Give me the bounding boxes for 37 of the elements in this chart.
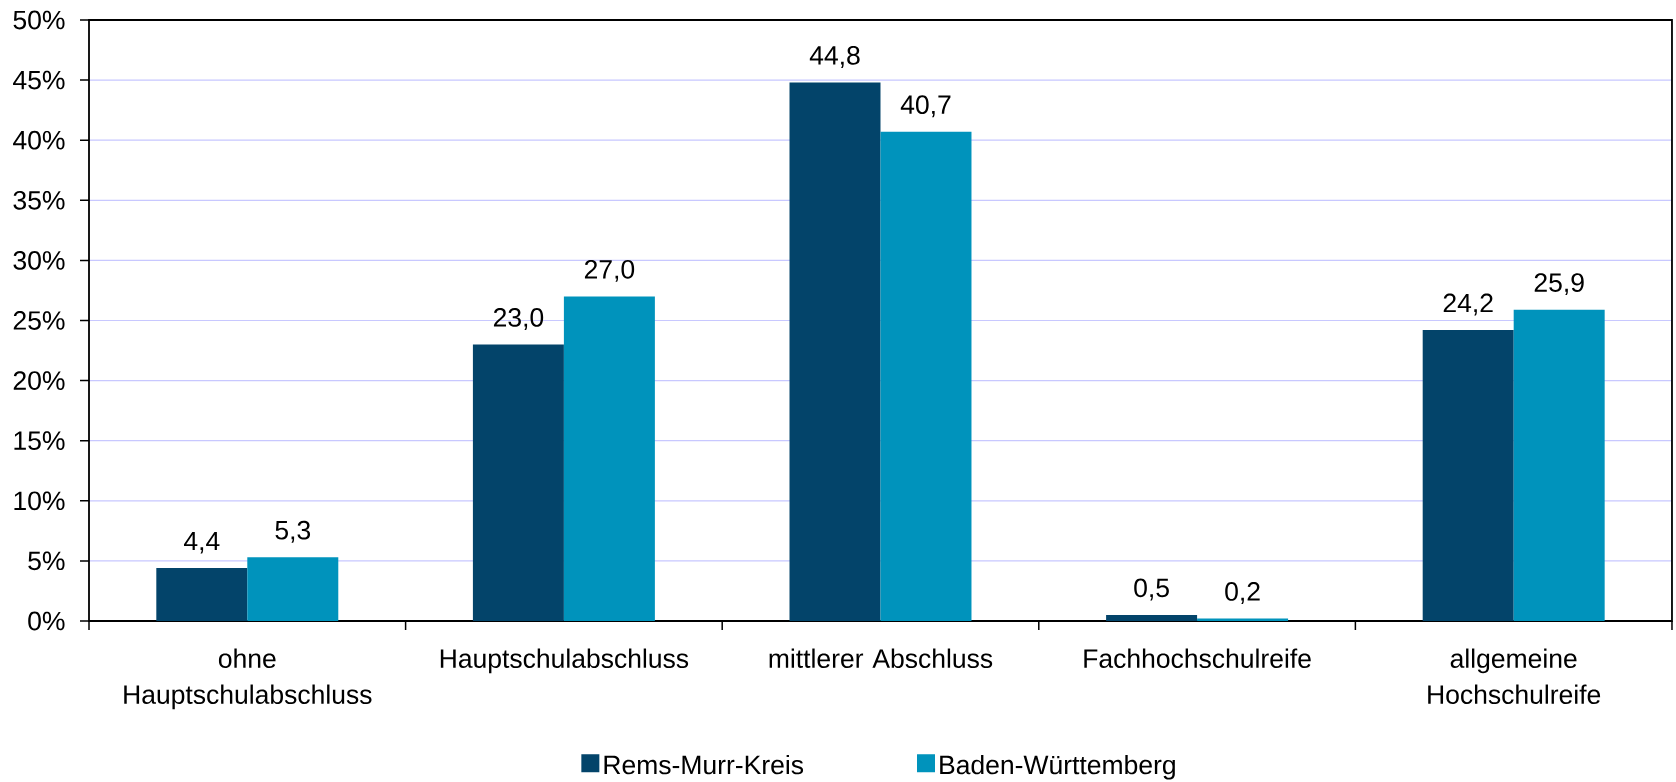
data-label: 44,8 (809, 46, 860, 68)
y-tick-label: 45% (13, 70, 65, 90)
legend-label: Baden-Württemberg (940, 754, 1175, 780)
data-label: 23,0 (493, 308, 544, 330)
data-label: 0,5 (1134, 578, 1169, 601)
y-tick-label: 30% (13, 251, 65, 270)
y-tick-label: 25% (13, 311, 65, 330)
bar (1513, 309, 1605, 621)
y-tick-label: 15% (14, 431, 65, 451)
x-tick-label: ohne Hauptschulabschluss (124, 648, 372, 710)
bar (1106, 614, 1198, 621)
x-tick-label: Hauptschulabschluss (440, 648, 689, 674)
data-label: 40,7 (900, 95, 951, 118)
bar (156, 568, 248, 621)
y-tick-label: 0% (28, 611, 65, 631)
data-label: 0,2 (1225, 582, 1260, 604)
y-tick-label: 10% (14, 491, 65, 511)
bar (563, 296, 655, 621)
x-tick-label: mittlerer Abschluss (769, 648, 993, 668)
data-label: 25,9 (1534, 273, 1584, 296)
bar (1422, 330, 1514, 621)
y-tick-label: 35% (13, 190, 65, 210)
y-tick-label: 50% (13, 10, 65, 30)
data-label: 4,4 (183, 531, 220, 554)
bar (880, 131, 972, 621)
bar (472, 344, 564, 621)
data-label: 5,3 (275, 520, 311, 543)
x-tick-label: allgemeine Hochschulreife (1428, 648, 1601, 704)
x-tick-label: Fachhochschulreife (1084, 648, 1311, 668)
bar (247, 557, 339, 621)
y-tick-label: 5% (28, 551, 65, 571)
bar (789, 82, 881, 621)
y-tick-label: 40% (13, 130, 65, 150)
data-label: 24,2 (1443, 293, 1493, 316)
legend-label: Rems-Murr-Kreis (604, 754, 804, 775)
data-label: 27,0 (584, 259, 635, 282)
y-tick-label: 20% (13, 371, 65, 390)
